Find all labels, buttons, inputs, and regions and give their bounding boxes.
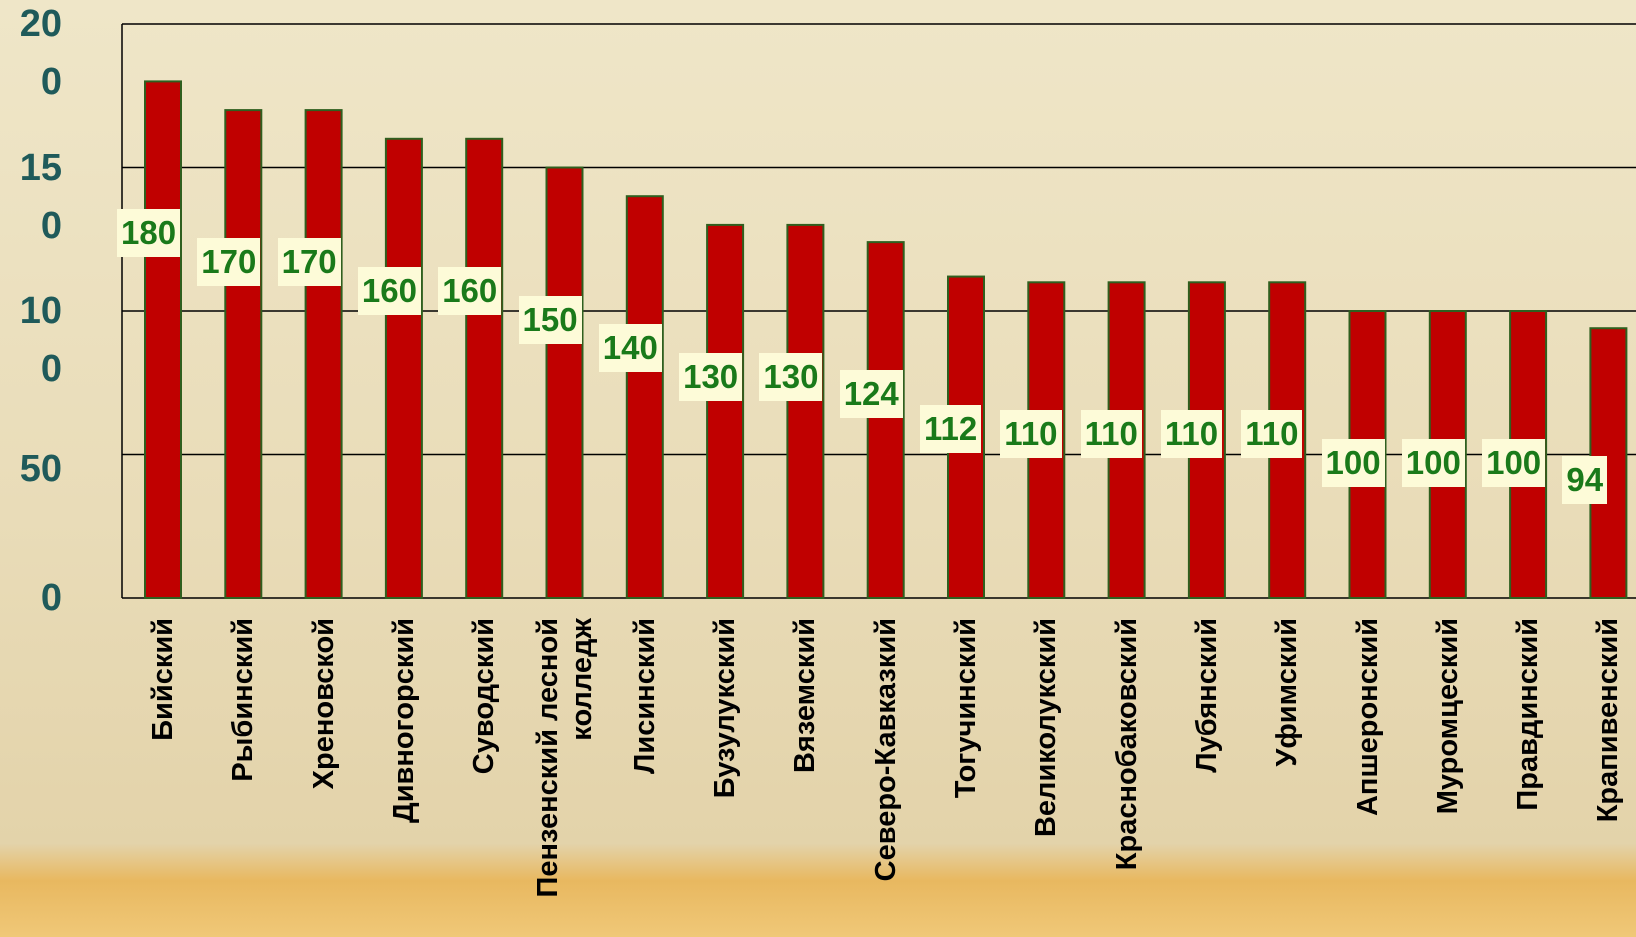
value-label: 140: [599, 324, 662, 372]
value-label: 170: [278, 238, 341, 286]
x-tick-label: Рыбинский: [226, 618, 260, 918]
x-tick-label: Вяземский: [788, 618, 822, 918]
x-tick-label: Апшеронский: [1351, 618, 1385, 918]
value-label: 110: [1161, 410, 1222, 458]
value-label: 100: [1322, 439, 1385, 487]
value-label: 100: [1482, 439, 1545, 487]
x-tick-label: Лисинский: [628, 618, 662, 918]
bar: [707, 225, 743, 598]
y-tick-label: 200: [6, 0, 62, 111]
value-label: 130: [759, 353, 822, 401]
value-label: 110: [1000, 410, 1061, 458]
value-label: 94: [1562, 456, 1607, 504]
x-tick-label: Крапивенский: [1591, 618, 1625, 918]
bar: [306, 110, 342, 598]
value-label: 110: [1241, 410, 1302, 458]
y-tick-label: 50: [6, 440, 62, 498]
y-tick-label: 0: [6, 569, 62, 627]
bar: [225, 110, 261, 598]
value-label: 100: [1402, 439, 1465, 487]
x-tick-label: Лубянский: [1190, 618, 1224, 918]
x-tick-label: Уфимский: [1270, 618, 1304, 918]
bar: [787, 225, 823, 598]
x-tick-label: Бузулукский: [708, 618, 742, 918]
bar: [145, 81, 181, 598]
x-tick-label: Правдинский: [1511, 618, 1545, 918]
value-label: 110: [1081, 410, 1142, 458]
x-tick-label: Пензенский лесной колледж: [531, 618, 599, 918]
x-tick-label: Хреновской: [307, 618, 341, 918]
bar: [547, 168, 583, 599]
x-tick-label: Краснобаковский: [1110, 618, 1144, 918]
y-tick-label: 100: [6, 282, 62, 398]
x-tick-label: Великолукский: [1029, 618, 1063, 918]
chart: 0 50 100 150 200 180 Бийский 170 Рыбинский 170 Хре…: [0, 0, 1636, 937]
bar: [466, 139, 502, 598]
x-tick-label: Дивногорский: [387, 618, 421, 918]
bar: [386, 139, 422, 598]
value-label: 160: [358, 267, 421, 315]
value-label: 170: [197, 238, 260, 286]
x-tick-label: Муромцеский: [1431, 618, 1465, 918]
y-tick-label: 150: [6, 139, 62, 255]
value-label: 124: [840, 370, 903, 418]
x-tick-label: Тогучинский: [949, 618, 983, 918]
value-label: 112: [920, 405, 981, 453]
x-tick-label: Северо-Кавказкий: [869, 618, 903, 918]
bar: [868, 242, 904, 598]
value-label: 180: [117, 209, 180, 257]
value-label: 160: [438, 267, 501, 315]
x-tick-label: Бийский: [146, 618, 180, 918]
x-tick-label: Суводский: [467, 618, 501, 918]
value-label: 130: [679, 353, 742, 401]
bar: [627, 196, 663, 598]
value-label: 150: [519, 296, 582, 344]
